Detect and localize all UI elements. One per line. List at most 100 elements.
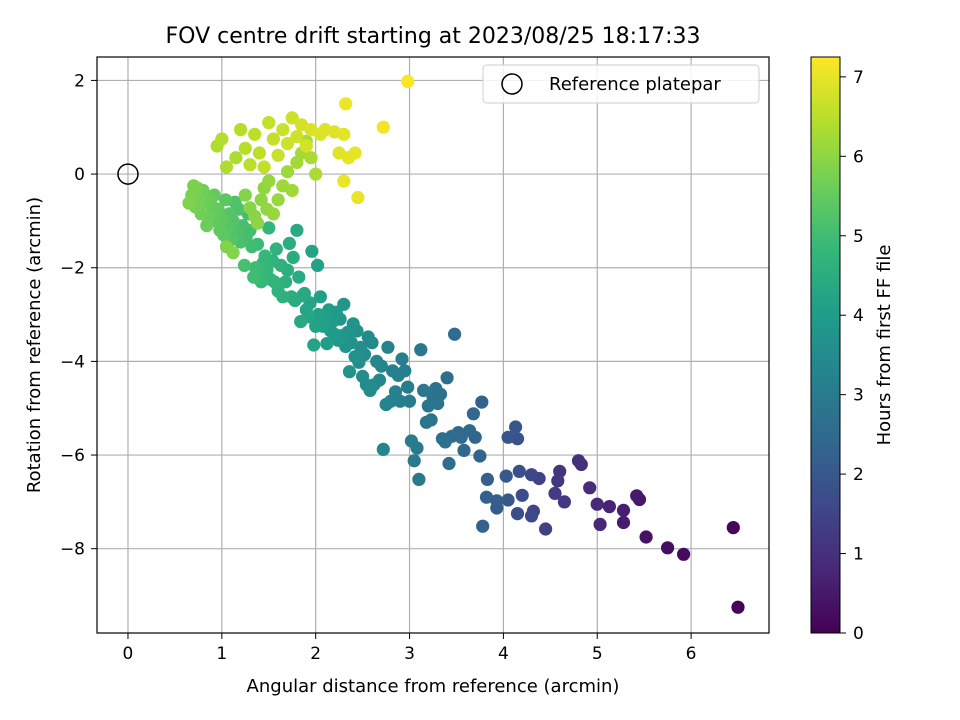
y-tick-label: −2: [60, 259, 85, 279]
data-point: [282, 236, 296, 250]
data-point: [311, 258, 325, 272]
data-point: [419, 415, 433, 429]
data-point: [337, 174, 351, 188]
data-point: [407, 454, 421, 468]
data-point: [276, 123, 290, 137]
data-point: [548, 486, 562, 500]
x-tick-label: 2: [310, 644, 321, 664]
legend-box: [482, 64, 760, 104]
data-point: [243, 158, 257, 172]
data-point: [280, 165, 295, 179]
data-point: [250, 216, 265, 230]
data-point: [508, 420, 523, 434]
data-point: [247, 270, 261, 284]
data-point: [571, 454, 586, 468]
data-point: [476, 519, 490, 533]
x-tick-label: 3: [404, 644, 415, 664]
data-point: [616, 503, 631, 517]
data-point: [376, 120, 390, 134]
data-point: [661, 541, 675, 555]
data-point: [639, 530, 653, 544]
legend-marker-icon: [501, 73, 523, 95]
data-point: [356, 369, 370, 383]
data-point: [305, 244, 319, 258]
data-point: [269, 242, 283, 256]
data-point: [262, 116, 276, 130]
colorbar-ticks: 0 1 2 3 4 5 6 7: [840, 68, 864, 644]
data-point: [299, 303, 313, 317]
data-point: [248, 127, 262, 141]
data-point: [473, 449, 487, 463]
data-point: [557, 495, 572, 509]
data-point: [348, 146, 362, 160]
plot-frame: [96, 56, 770, 634]
data-point: [551, 474, 565, 488]
data-point: [182, 196, 196, 210]
data-point: [252, 146, 266, 160]
data-point: [457, 443, 471, 457]
legend-label: Reference platepar: [549, 74, 721, 95]
y-tick-label: 0: [74, 165, 85, 185]
data-point: [401, 380, 415, 394]
data-point: [501, 430, 515, 444]
data-point: [271, 148, 285, 162]
data-point: [294, 315, 308, 329]
data-point: [381, 340, 395, 354]
data-point: [616, 515, 631, 530]
data-point: [480, 472, 494, 486]
data-point: [234, 123, 248, 137]
data-point: [229, 151, 243, 165]
data-point: [421, 399, 435, 413]
y-tick-label: −4: [60, 352, 85, 372]
data-point: [448, 327, 462, 341]
y-axis-ticks: −8 −6 −4 −2 0 2: [60, 71, 97, 560]
data-point: [731, 600, 745, 614]
data-point: [726, 521, 740, 535]
data-point: [309, 167, 323, 181]
reference-platepar-marker: [117, 163, 139, 185]
data-point: [219, 160, 234, 174]
data-point: [490, 494, 504, 508]
data-point: [361, 330, 375, 344]
data-point: [435, 432, 449, 446]
data-point: [379, 397, 393, 412]
data-point: [257, 160, 271, 174]
legend: Reference platepar: [482, 64, 760, 104]
data-point: [386, 364, 400, 378]
data-point: [285, 111, 299, 125]
x-axis-ticks: 0 1 2 3 4 5 6: [123, 633, 697, 664]
data-point: [417, 383, 431, 397]
data-points: [182, 74, 745, 614]
x-tick-label: 0: [123, 644, 134, 664]
data-point: [215, 132, 229, 146]
data-point: [280, 137, 295, 151]
data-point: [307, 338, 321, 352]
data-point: [237, 258, 251, 272]
data-point: [376, 442, 390, 456]
data-point: [279, 275, 293, 289]
data-point: [238, 141, 252, 155]
colorbar-tick-label: 5: [853, 227, 864, 247]
data-point: [370, 354, 384, 368]
data-point: [590, 497, 604, 511]
data-point: [286, 250, 300, 264]
data-point: [339, 97, 353, 111]
y-tick-label: −8: [60, 540, 85, 560]
data-point: [226, 246, 240, 260]
data-point: [512, 464, 526, 478]
data-point: [593, 517, 607, 532]
data-point: [630, 489, 644, 503]
x-axis-label: Angular distance from reference (arcmin): [247, 676, 620, 697]
data-point: [442, 456, 456, 471]
data-point: [395, 352, 409, 366]
data-point: [501, 493, 515, 507]
y-tick-label: 2: [74, 71, 85, 91]
data-point: [412, 472, 426, 486]
chart-title: FOV centre drift starting at 2023/08/25 …: [166, 24, 701, 49]
x-tick-label: 4: [498, 644, 509, 664]
data-point: [404, 434, 418, 448]
colorbar-tick-label: 4: [853, 306, 864, 326]
data-point: [440, 371, 454, 385]
colorbar: 0 1 2 3 4 5 6 7 Hours from first FF file: [810, 56, 895, 644]
